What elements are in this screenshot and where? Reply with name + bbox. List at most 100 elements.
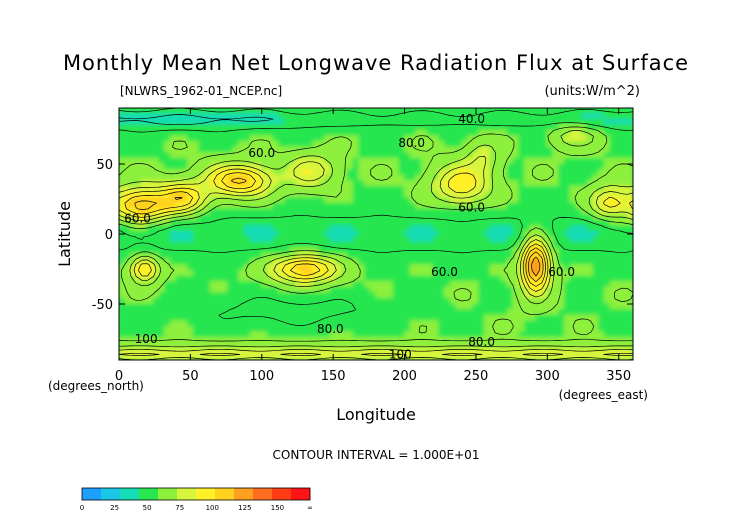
heatmap-cell <box>444 236 451 243</box>
heatmap-cell <box>232 230 240 238</box>
heatmap-cell <box>398 264 406 271</box>
heatmap-cell <box>119 225 126 232</box>
heatmap-cell <box>312 146 320 154</box>
heatmap-cell <box>421 213 428 221</box>
heatmap-cell <box>518 129 525 137</box>
heatmap-cell <box>289 303 297 311</box>
heatmap-cell <box>449 247 457 255</box>
heatmap-cell <box>506 309 514 316</box>
heatmap-cell <box>444 141 451 148</box>
heatmap-cell <box>329 275 337 283</box>
heatmap-cell <box>421 185 428 193</box>
heatmap-cell <box>438 213 446 221</box>
heatmap-cell <box>181 219 189 227</box>
heatmap-cell <box>312 174 320 182</box>
heatmap-cell <box>552 191 560 199</box>
heatmap-cell <box>609 264 617 271</box>
heatmap-cell <box>466 169 474 176</box>
heatmap-cell <box>232 174 240 182</box>
heatmap-cell <box>141 118 149 126</box>
heatmap-cell <box>261 348 268 355</box>
heatmap-cell <box>432 141 440 148</box>
heatmap-cell <box>489 113 497 120</box>
heatmap-cell <box>518 124 525 131</box>
heatmap-cell <box>244 286 251 294</box>
heatmap-cell <box>324 169 331 176</box>
heatmap-cell <box>244 264 251 271</box>
heatmap-cell <box>329 197 337 204</box>
heatmap-cell <box>541 353 548 360</box>
heatmap-cell <box>187 314 194 322</box>
heatmap-cell <box>609 281 617 288</box>
heatmap-cell <box>238 297 246 305</box>
heatmap-cell <box>546 141 554 148</box>
heatmap-cell <box>192 309 200 316</box>
heatmap-cell <box>255 213 263 221</box>
heatmap-cell <box>164 253 171 260</box>
heatmap-cell <box>461 241 468 249</box>
heatmap-cell <box>603 146 611 154</box>
heatmap-cell <box>204 292 211 299</box>
heatmap-cell <box>621 197 628 204</box>
heatmap-cell <box>569 118 577 126</box>
heatmap-cell <box>175 157 183 165</box>
heatmap-cell <box>552 152 560 159</box>
heatmap-cell <box>506 303 514 311</box>
heatmap-cell <box>295 264 303 271</box>
heatmap-cell <box>615 146 623 154</box>
heatmap-cell <box>152 202 160 210</box>
heatmap-cell <box>421 309 428 316</box>
heatmap-cell <box>358 348 366 355</box>
heatmap-cell <box>278 108 286 115</box>
heatmap-cell <box>381 325 388 333</box>
heatmap-cell <box>552 197 560 204</box>
heatmap-cell <box>415 325 423 333</box>
heatmap-cell <box>432 241 440 249</box>
heatmap-cell <box>266 230 274 238</box>
heatmap-cell <box>552 135 560 143</box>
heatmap-cell <box>501 297 508 305</box>
heatmap-cell <box>529 325 537 333</box>
heatmap-cell <box>215 258 223 266</box>
heatmap-cell <box>489 197 497 204</box>
heatmap-cell <box>306 236 314 243</box>
heatmap-cell <box>192 325 200 333</box>
heatmap-cell <box>209 348 217 355</box>
heatmap-cell <box>221 169 229 176</box>
heatmap-cell <box>541 297 548 305</box>
heatmap-cell <box>244 292 251 299</box>
heatmap-cell <box>569 342 577 350</box>
heatmap-cell <box>472 197 480 204</box>
heatmap-cell <box>563 163 571 171</box>
heatmap-cell <box>426 264 434 271</box>
heatmap-cell <box>598 241 605 249</box>
heatmap-cell <box>546 275 554 283</box>
heatmap-cell <box>192 152 200 159</box>
heatmap-cell <box>238 185 246 193</box>
heatmap-cell <box>141 241 149 249</box>
heatmap-cell <box>552 303 560 311</box>
heatmap-cell <box>198 152 206 159</box>
heatmap-cell <box>369 286 377 294</box>
heatmap-cell <box>141 146 149 154</box>
heatmap-cell <box>546 353 554 360</box>
heatmap-cell <box>192 191 200 199</box>
heatmap-cell <box>523 225 531 232</box>
heatmap-cell <box>192 129 200 137</box>
heatmap-cell <box>152 281 160 288</box>
heatmap-cell <box>272 141 280 148</box>
heatmap-cell <box>278 297 286 305</box>
heatmap-cell <box>449 135 457 143</box>
heatmap-cell <box>563 202 571 210</box>
heatmap-cell <box>346 219 354 227</box>
heatmap-cell <box>284 309 291 316</box>
heatmap-cell <box>501 135 508 143</box>
heatmap-cell <box>552 180 560 187</box>
heatmap-cell <box>381 292 388 299</box>
heatmap-cell <box>523 241 531 249</box>
heatmap-cell <box>341 219 348 227</box>
heatmap-cell <box>152 174 160 182</box>
heatmap-cell <box>119 157 126 165</box>
heatmap-cell <box>575 163 583 171</box>
heatmap-cell <box>523 180 531 187</box>
